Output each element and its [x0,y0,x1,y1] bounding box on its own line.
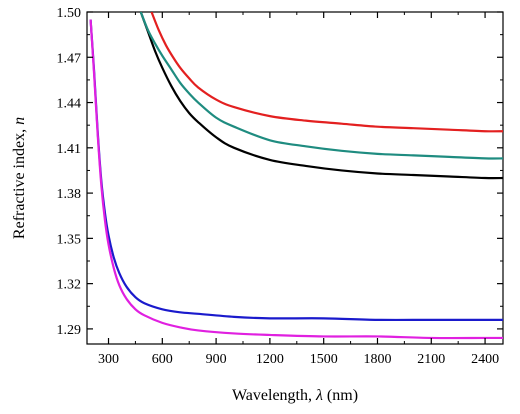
x-tick-label: 600 [152,352,173,367]
series-line-1 [139,12,503,180]
y-tick-label: 1.32 [57,278,82,293]
ticks-layer [87,11,503,344]
x-tick-label: 2400 [471,352,499,367]
x-tick-label: 300 [98,352,119,367]
x-tick-label: 1500 [310,352,338,367]
y-tick-label: 1.47 [57,51,82,66]
plot-frame [86,11,504,345]
tick-labels-layer: 300 600 900 1200 1500 1800 2100 2400 1.29 1.32 1.3… [57,6,500,367]
series-line-3 [89,19,503,322]
x-tick-label: 900 [206,352,227,367]
y-tick-label: 1.29 [57,323,82,338]
x-axis-title: Wavelength, λ (nm) [232,387,358,404]
series-line-5 [89,19,503,340]
y-tick-label: 1.41 [57,142,82,157]
x-tick-label: 2100 [417,352,445,367]
y-tick-label: 1.50 [57,6,82,21]
x-tick-label: 1800 [363,352,391,367]
series-line-4 [139,12,503,160]
y-tick-label: 1.38 [57,187,82,202]
y-tick-label: 1.35 [57,232,82,247]
y-tick-label: 1.44 [57,97,82,112]
y-axis-title: Refractive index, n [11,117,28,239]
x-tick-label: 1200 [256,352,284,367]
curves-layer [89,12,503,340]
series-line-2 [150,12,503,133]
